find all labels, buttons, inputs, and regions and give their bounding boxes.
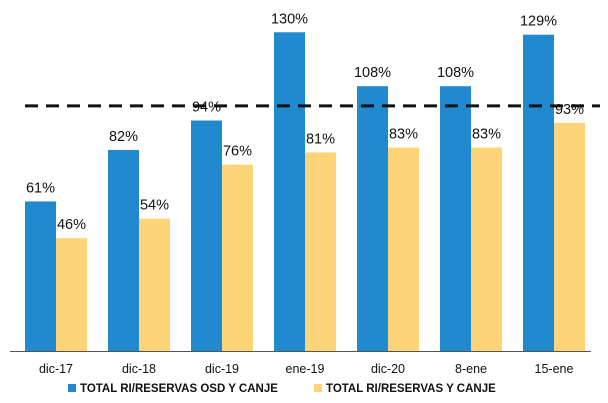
value-label-series-2-dic-18: 54% xyxy=(140,198,169,214)
value-label-series-2-dic-20: 83% xyxy=(389,126,418,142)
value-label-series-1-dic-19: 94% xyxy=(192,100,221,116)
bar-series-2-8-ene xyxy=(471,147,502,351)
bar-series-2-dic-17 xyxy=(56,238,87,351)
value-label-series-1-8-ene: 108% xyxy=(437,65,474,81)
bar-series-2-dic-18 xyxy=(139,218,170,351)
x-tick-label-dic-17: dic-17 xyxy=(39,362,73,376)
legend-label-series-1: TOTAL RI/RESERVAS OSD Y CANJE xyxy=(80,383,278,395)
x-tick-labels: dic-17 dic-18 dic-19 ene-19 dic-20 8-ene 15-en… xyxy=(39,362,574,376)
value-label-series-1-dic-18: 82% xyxy=(109,129,138,145)
bar-series-1-dic-19 xyxy=(191,120,222,351)
legend: TOTAL RI/RESERVAS OSD Y CANJE TOTAL RI/R… xyxy=(68,383,496,395)
value-label-series-2-dic-17: 46% xyxy=(57,217,86,233)
value-labels-group: 61% 46% 82% 54% 94% 76% 130% 81% 108% 83% 108% 83% 1… xyxy=(26,11,584,233)
x-tick-label-8-ene: 8-ene xyxy=(455,362,487,376)
bar-series-2-15-ene xyxy=(554,122,585,351)
bar-series-1-ene-19 xyxy=(274,32,305,352)
x-tick-label-ene-19: ene-19 xyxy=(286,362,325,376)
bar-series-1-dic-17 xyxy=(25,201,56,351)
value-label-series-1-dic-17: 61% xyxy=(26,180,55,196)
x-tick-label-dic-19: dic-19 xyxy=(205,362,239,376)
legend-swatch-series-2 xyxy=(314,384,322,392)
value-label-series-1-ene-19: 130% xyxy=(271,11,308,27)
value-label-series-2-8-ene: 83% xyxy=(472,126,501,142)
value-label-series-1-15-ene: 129% xyxy=(520,14,557,30)
bar-series-2-ene-19 xyxy=(305,152,336,351)
bar-series-2-dic-20 xyxy=(388,147,419,351)
bar-series-1-dic-20 xyxy=(357,86,388,351)
bar-series-1-15-ene xyxy=(523,34,554,351)
x-tick-label-dic-20: dic-20 xyxy=(371,362,405,376)
legend-label-series-2: TOTAL RI/RESERVAS Y CANJE xyxy=(326,383,496,395)
x-tick-label-15-ene: 15-ene xyxy=(535,362,574,376)
legend-swatch-series-1 xyxy=(68,384,76,392)
value-label-series-2-ene-19: 81% xyxy=(306,131,335,147)
bar-series-1-dic-18 xyxy=(108,149,139,351)
bar-series-1-8-ene xyxy=(440,86,471,351)
bar-series-2-dic-19 xyxy=(222,164,253,351)
bars-group xyxy=(25,32,585,352)
value-label-series-1-dic-20: 108% xyxy=(354,65,391,81)
value-label-series-2-dic-19: 76% xyxy=(223,144,252,160)
x-tick-label-dic-18: dic-18 xyxy=(122,362,156,376)
